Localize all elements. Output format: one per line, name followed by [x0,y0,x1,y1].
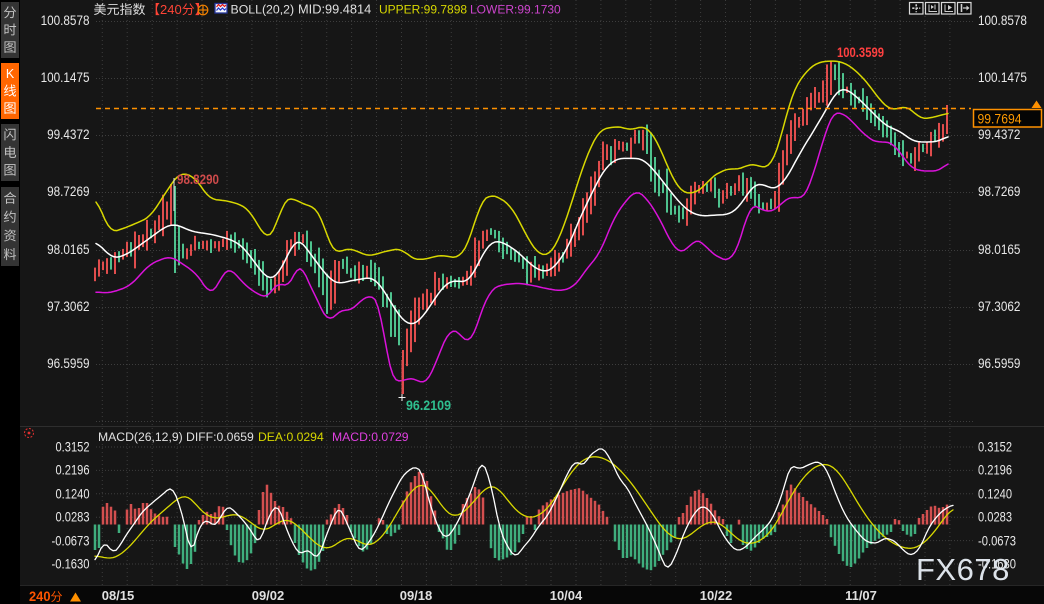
svg-text:98.7269: 98.7269 [978,184,1020,199]
svg-text:97.3062: 97.3062 [47,299,89,314]
svg-text:100.1475: 100.1475 [41,70,90,85]
svg-text:0.2196: 0.2196 [978,463,1012,478]
svg-text:99.4372: 99.4372 [47,127,89,142]
svg-text:98.0165: 98.0165 [978,242,1020,257]
svg-text:240: 240 [29,589,51,604]
svg-text:0.0283: 0.0283 [978,510,1012,525]
svg-text:98.8290: 98.8290 [177,172,219,187]
svg-text:0.1240: 0.1240 [978,487,1012,502]
svg-text:DEA:0.0294: DEA:0.0294 [258,430,324,444]
svg-text:98.0165: 98.0165 [47,242,89,257]
svg-text:100.8578: 100.8578 [978,13,1027,28]
svg-text:97.3062: 97.3062 [978,299,1020,314]
svg-text:240: 240 [160,2,182,17]
svg-text:98.7269: 98.7269 [47,184,89,199]
svg-text:0.0283: 0.0283 [56,510,90,525]
svg-text:08/15: 08/15 [102,588,135,603]
svg-text:0.3152: 0.3152 [56,440,90,455]
svg-text:11/07: 11/07 [845,588,877,603]
svg-text:FX678: FX678 [916,552,1010,587]
svg-text:96.2109: 96.2109 [406,398,451,413]
svg-text:-0.0673: -0.0673 [52,534,90,549]
svg-text:-0.1630: -0.1630 [978,557,1016,572]
svg-text:0.1240: 0.1240 [56,487,90,502]
svg-text:09/18: 09/18 [400,588,433,603]
svg-text:96.5959: 96.5959 [47,356,89,371]
svg-text:MACD(26,12,9) DIFF:0.0659: MACD(26,12,9) DIFF:0.0659 [98,430,254,444]
svg-text:99.7694: 99.7694 [978,111,1022,127]
svg-text:BOLL(20,2): BOLL(20,2) [231,3,295,17]
svg-text:09/02: 09/02 [252,588,285,603]
svg-text:100.8578: 100.8578 [41,13,90,28]
svg-text:UPPER:99.7898: UPPER:99.7898 [379,3,467,17]
svg-text:LOWER:99.1730: LOWER:99.1730 [470,3,561,17]
svg-text:0.3152: 0.3152 [978,440,1012,455]
svg-text:10/04: 10/04 [550,588,583,603]
svg-text:MID:99.4814: MID:99.4814 [298,2,371,17]
svg-text:-0.0673: -0.0673 [978,534,1016,549]
svg-text:K: K [6,67,15,81]
svg-text:-0.1630: -0.1630 [52,557,90,572]
svg-text:99.4372: 99.4372 [978,127,1020,142]
svg-text:100.1475: 100.1475 [978,70,1027,85]
svg-text:MACD:0.0729: MACD:0.0729 [332,430,409,444]
svg-text:0.2196: 0.2196 [56,463,90,478]
svg-text:10/22: 10/22 [700,588,733,603]
svg-text:96.5959: 96.5959 [978,356,1020,371]
svg-text:100.3599: 100.3599 [837,45,884,60]
